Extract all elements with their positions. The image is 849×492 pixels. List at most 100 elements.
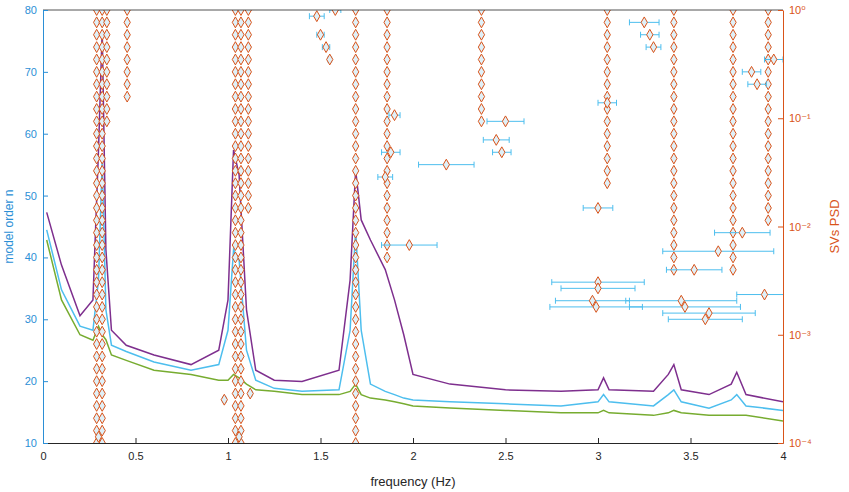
pole-marker [765, 128, 771, 139]
pole-marker [99, 215, 105, 226]
pole-marker [99, 289, 105, 300]
x-axis-tick-label: 2 [410, 450, 416, 462]
pole-marker [671, 91, 677, 102]
pole-marker [771, 54, 777, 65]
pole-marker [382, 172, 388, 183]
pole-marker [353, 79, 359, 90]
psd-line [47, 240, 783, 421]
pole-marker [238, 190, 244, 201]
pole-marker [353, 264, 359, 275]
x-axis-tick-mark [598, 438, 599, 443]
pole-marker [104, 104, 110, 115]
x-axis-tick: 3 [595, 438, 601, 462]
x-axis-tick-mark [228, 438, 229, 443]
pole-marker [332, 10, 338, 15]
pole-marker [245, 10, 251, 15]
pole-marker [604, 97, 610, 108]
pole-marker [730, 116, 736, 127]
y-axis-line [43, 11, 44, 444]
pole-marker [353, 116, 359, 127]
pole-marker [353, 66, 359, 77]
pole-marker [124, 17, 130, 28]
pole-marker [245, 42, 251, 53]
pole-marker [671, 178, 677, 189]
pole-marker [765, 104, 771, 115]
y2-axis: 10⁻⁴10⁻³10⁻²10⁻¹10⁰ [778, 4, 812, 449]
pole-marker [238, 91, 244, 102]
pole-marker [245, 91, 251, 102]
pole-marker [739, 227, 745, 238]
pole-marker [99, 363, 105, 374]
pole-marker [245, 178, 251, 189]
chart-svg: 00.511.522.533.54102030405060708010⁻⁴10⁻… [0, 0, 849, 492]
pole-marker [384, 215, 390, 226]
pole-marker [238, 54, 244, 65]
pole-marker [650, 42, 656, 53]
pole-marker [647, 29, 653, 40]
x-axis-tick-mark [506, 438, 507, 443]
pole-marker [238, 413, 244, 424]
pole-marker [478, 91, 484, 102]
pole-marker [604, 42, 610, 53]
pole-marker [124, 10, 130, 15]
y-axis-tick-mark [43, 10, 48, 11]
pole-marker [353, 104, 359, 115]
pole-marker [238, 240, 244, 251]
pole-marker [353, 388, 359, 399]
pole-marker [238, 104, 244, 115]
pole-marker [238, 165, 244, 176]
pole-marker [353, 29, 359, 40]
x-axis-tick-mark [691, 438, 692, 443]
pole-marker [232, 10, 238, 15]
pole-marker [238, 203, 244, 214]
pole-marker [671, 128, 677, 139]
pole-marker [124, 66, 130, 77]
pole-marker [353, 277, 359, 288]
y2-axis-tick-mark [778, 227, 783, 228]
y2-axis-tick: 10⁻³ [778, 329, 811, 341]
pole-marker [604, 128, 610, 139]
y-axis-tick: 50 [25, 190, 48, 202]
x-axis-title: frequency (Hz) [370, 474, 455, 489]
pole-marker [104, 54, 110, 65]
pole-marker [671, 227, 677, 238]
pole-marker [478, 66, 484, 77]
y2-axis-tick-label: 10⁰ [789, 4, 806, 16]
pole-marker [765, 42, 771, 53]
pole-marker [671, 215, 677, 226]
pole-marker [238, 79, 244, 90]
pole-marker [384, 91, 390, 102]
pole-marker [384, 190, 390, 201]
frame-top [43, 10, 783, 11]
y2-axis-title: SVs PSD [827, 199, 842, 253]
pole-marker [765, 190, 771, 201]
pole-marker [604, 17, 610, 28]
pole-marker [353, 363, 359, 374]
y-axis-tick-label: 60 [25, 128, 37, 140]
pole-marker [384, 66, 390, 77]
pole-marker [245, 128, 251, 139]
pole-marker [99, 128, 105, 139]
pole-marker [238, 264, 244, 275]
pole-marker [247, 388, 253, 399]
pole-marker [99, 165, 105, 176]
pole-marker [245, 165, 251, 176]
pole-marker [353, 376, 359, 387]
pole-marker [730, 252, 736, 263]
pole-marker [730, 66, 736, 77]
y-axis-tick: 40 [25, 251, 48, 263]
pole-marker [104, 66, 110, 77]
y-axis-tick-mark [43, 257, 48, 258]
pole-marker [94, 10, 100, 15]
x-axis-tick-label: 0 [40, 450, 46, 462]
x-axis-tick-label: 3 [595, 450, 601, 462]
pole-marker [384, 17, 390, 28]
pole-marker [104, 91, 110, 102]
pole-marker [604, 66, 610, 77]
pole-marker [238, 314, 244, 325]
pole-marker [353, 252, 359, 263]
x-axis-tick-label: 1.5 [313, 450, 328, 462]
y-axis-tick-mark [43, 72, 48, 73]
y2-axis-tick-mark [778, 443, 783, 444]
x-axis-tick-label: 3.5 [683, 450, 698, 462]
